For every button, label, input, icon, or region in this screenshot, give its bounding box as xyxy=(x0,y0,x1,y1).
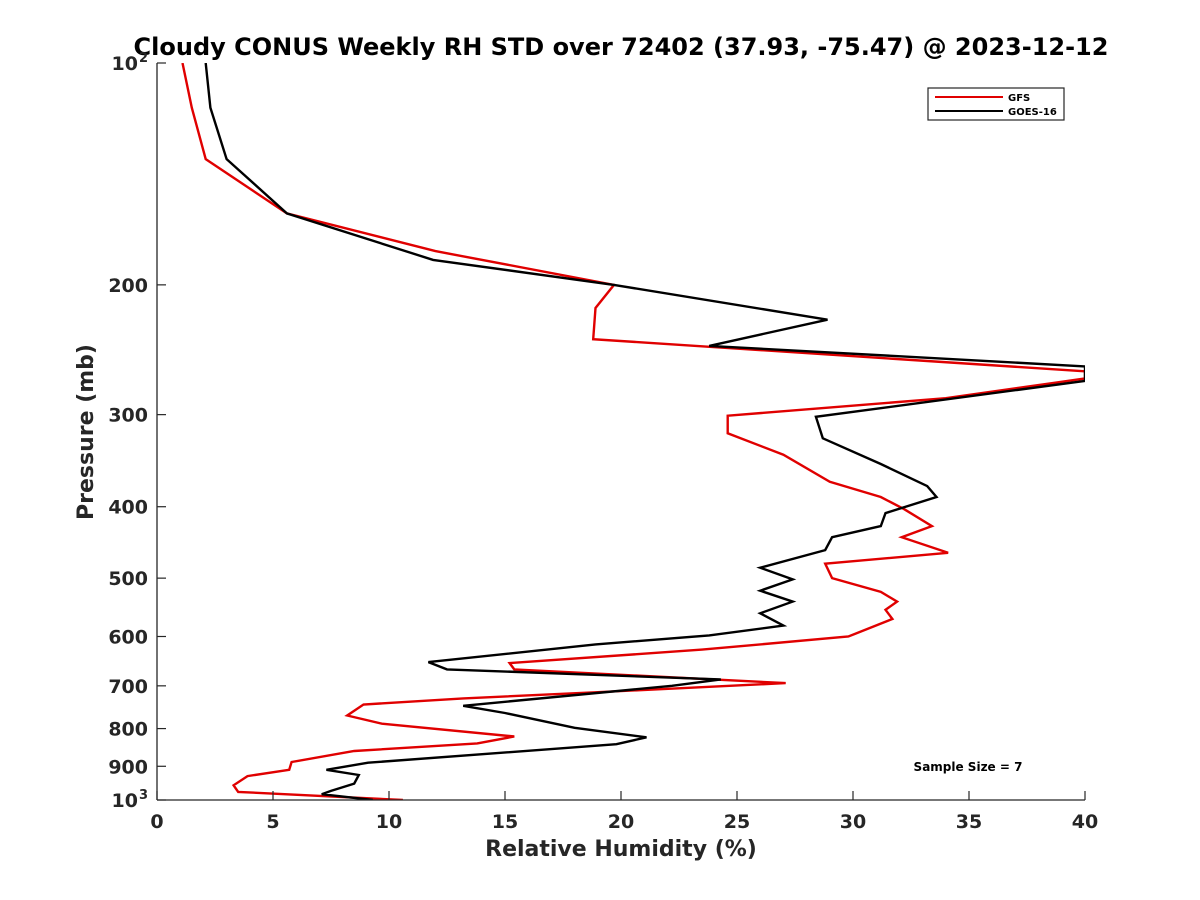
legend-entry-goes16: GOES-16 xyxy=(1008,107,1057,118)
y-tick-exponent: 3 xyxy=(139,788,148,803)
y-tick-exponent: 2 xyxy=(139,51,148,66)
x-axis-label: Relative Humidity (%) xyxy=(485,837,757,862)
y-tick-label: 300 xyxy=(108,405,148,427)
series-line-goes16 xyxy=(204,63,1085,800)
x-tick-label: 30 xyxy=(840,811,866,833)
y-tick-label: 800 xyxy=(108,719,148,741)
y-tick-label: 600 xyxy=(108,626,148,648)
sample-size-annotation: Sample Size = 7 xyxy=(914,760,1023,774)
y-tick-label: 700 xyxy=(108,676,148,698)
x-tick-label: 40 xyxy=(1072,811,1098,833)
y-axis-label: Pressure (mb) xyxy=(74,344,99,520)
legend: GFS GOES-16 xyxy=(927,87,1065,121)
legend-entry-gfs: GFS xyxy=(1008,93,1030,104)
x-tick-label: 0 xyxy=(150,811,163,833)
legend-box xyxy=(927,87,1065,121)
x-tick-label: 5 xyxy=(266,811,279,833)
series-line-gfs xyxy=(181,63,1085,800)
x-tick-label: 20 xyxy=(608,811,634,833)
plot-area: 0 5 10 15 20 25 30 35 40 10 220030040050060070080… xyxy=(108,51,1098,833)
chart-title: Cloudy CONUS Weekly RH STD over 72402 (3… xyxy=(134,33,1109,61)
y-tick-label: 500 xyxy=(108,568,148,590)
plot-background xyxy=(157,63,1085,800)
y-tick-label: 400 xyxy=(108,497,148,519)
x-axis-ticks: 0 5 10 15 20 25 30 35 40 xyxy=(150,791,1098,833)
x-tick-label: 35 xyxy=(956,811,982,833)
x-tick-label: 15 xyxy=(492,811,518,833)
y-tick-label: 10 xyxy=(112,53,138,75)
x-tick-label: 25 xyxy=(724,811,750,833)
y-tick-label: 900 xyxy=(108,756,148,778)
series-layer xyxy=(181,63,1085,800)
y-tick-label: 200 xyxy=(108,275,148,297)
x-tick-label: 10 xyxy=(376,811,402,833)
y-tick-label: 10 xyxy=(112,790,138,812)
